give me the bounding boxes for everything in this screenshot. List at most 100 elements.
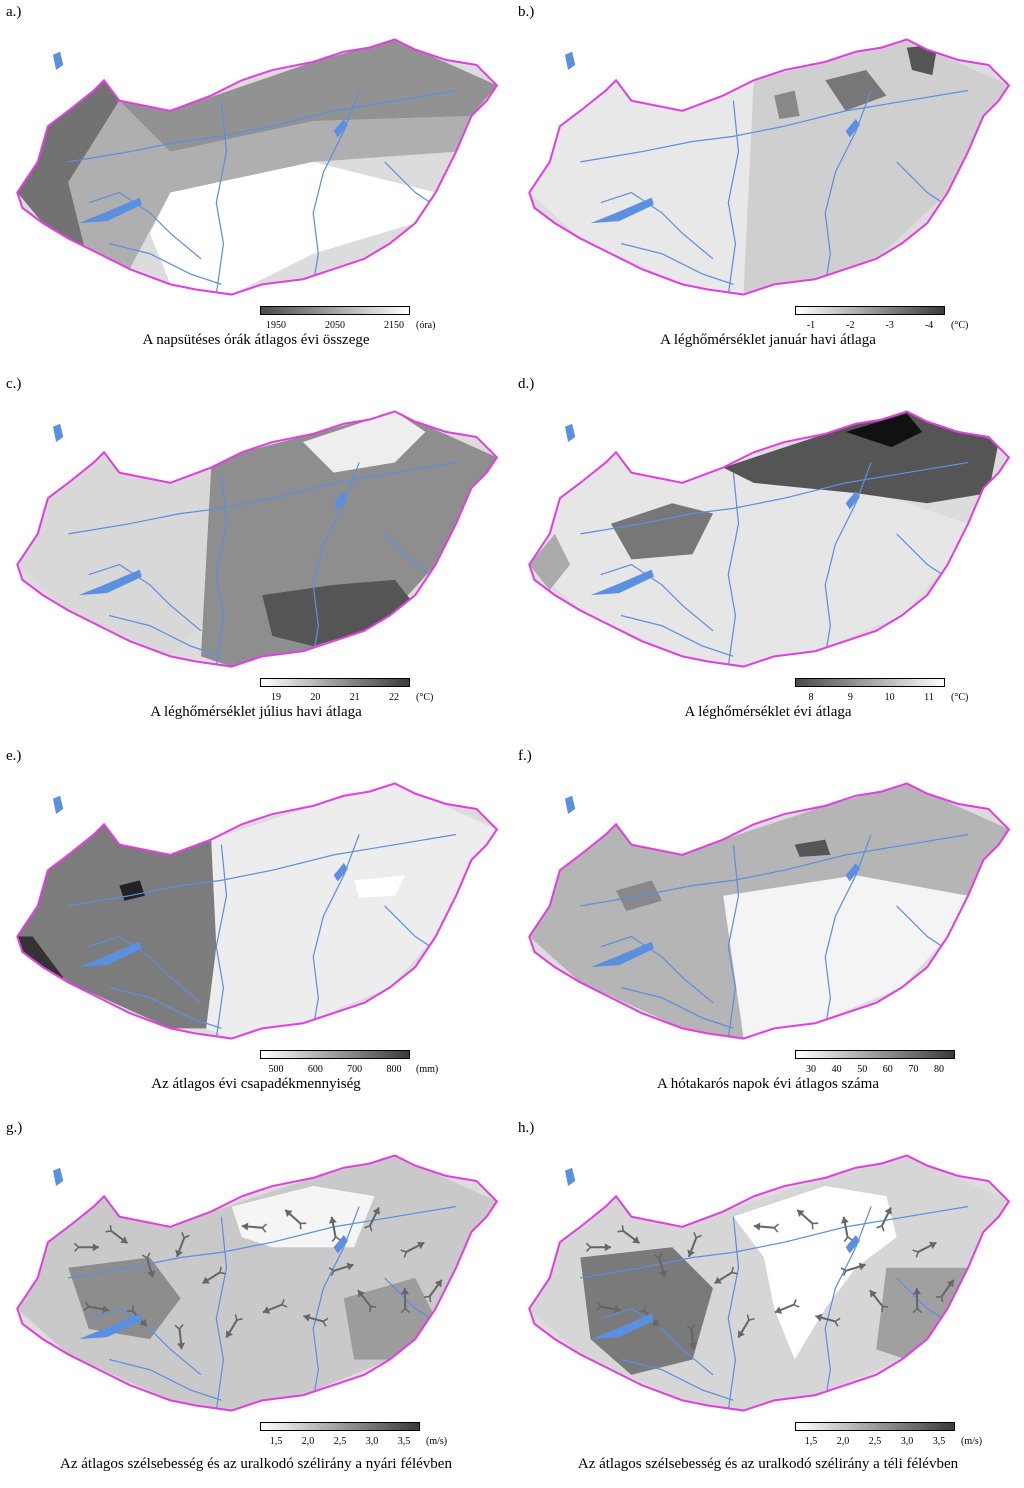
legend-tick-label: 700 xyxy=(347,1064,363,1075)
lake xyxy=(845,491,860,510)
legend-tick-label: -3 xyxy=(885,320,894,331)
panel-label: e.) xyxy=(6,748,22,764)
shading-zone xyxy=(354,875,406,898)
shading-zone xyxy=(206,783,497,1039)
river-line xyxy=(580,89,969,163)
river-line xyxy=(215,472,228,667)
wind-arrow xyxy=(175,1232,190,1258)
panel-caption: A napsütéses órák átlagos évi összege xyxy=(142,332,370,348)
country-border xyxy=(16,1154,499,1412)
map-panel-h: h.) 1,5 2,0 2,5 3,0 3,5 (m/s) Az átlagos szélse… xyxy=(512,1116,1024,1488)
lake xyxy=(78,941,142,968)
legend-tick-label: 9 xyxy=(847,692,853,703)
legend-tick-label: 1,5 xyxy=(269,1436,283,1447)
country-border xyxy=(528,1154,1011,1412)
legend-unit: (m/s) xyxy=(961,1436,983,1447)
river-line xyxy=(727,100,740,295)
map-panel-c: c.) 19 20 21 22 (°C) A léghőmérséklet július h… xyxy=(0,372,512,744)
legend-tick-label: 3,5 xyxy=(932,1436,946,1447)
river-line xyxy=(88,1307,202,1376)
shading-zone xyxy=(733,1186,897,1360)
legend-tick-label: 2150 xyxy=(384,320,404,331)
wind-arrow xyxy=(141,1252,156,1278)
legend-tick-label: 40 xyxy=(831,1064,842,1075)
legend-color-bar xyxy=(795,678,945,687)
legend-color-bar xyxy=(260,678,410,687)
wind-arrow xyxy=(796,1209,819,1230)
wind-arrow xyxy=(869,1289,889,1313)
wind-arrow xyxy=(912,1241,937,1258)
shading-zone xyxy=(906,44,938,76)
wind-arrow xyxy=(174,1324,186,1350)
wind-arrow xyxy=(423,1279,443,1303)
legend-tick-label: 21 xyxy=(349,692,360,703)
legend-tick-label: 2,0 xyxy=(836,1436,850,1447)
legend-tick-label: 1950 xyxy=(266,320,286,331)
river-line xyxy=(727,472,740,667)
lake xyxy=(845,863,860,882)
legend-unit: (óra) xyxy=(416,320,436,331)
river-line xyxy=(215,100,228,295)
legend-color-bar xyxy=(260,306,410,315)
wind-arrow xyxy=(357,1289,377,1313)
river-line xyxy=(580,833,969,907)
shading-zone xyxy=(610,503,713,560)
hungary-map xyxy=(528,1154,1011,1412)
map-panel-f: f.) 30 40 50 60 70 80 A hótakarós napok évi átl… xyxy=(512,744,1024,1116)
legend-tick-label: 2,0 xyxy=(301,1436,315,1447)
wind-arrow xyxy=(201,1266,226,1285)
lake xyxy=(333,1235,348,1254)
country-border xyxy=(528,410,1011,668)
wind-arrow xyxy=(225,1314,243,1339)
legend-color-bar xyxy=(260,1422,420,1431)
panel-caption: A hótakarós napok évi átlagos száma xyxy=(656,1076,880,1092)
map-panel-g: g.) 1,5 2,0 2,5 3,0 3,5 (m/s) Az átlagos szélse… xyxy=(0,1116,512,1488)
legend-unit: (mm) xyxy=(416,1064,439,1075)
lake xyxy=(78,1313,142,1340)
river-line xyxy=(600,1307,714,1376)
shading-zone xyxy=(17,80,120,264)
river-line xyxy=(600,563,714,632)
legend-tick-label: 600 xyxy=(307,1064,323,1075)
legend-tick-label: -4 xyxy=(924,320,934,331)
river-line xyxy=(108,242,222,285)
panel-label: b.) xyxy=(518,4,535,20)
shading-zone xyxy=(580,1247,713,1375)
river-line xyxy=(620,614,734,657)
panel-caption: Az átlagos szélsebesség és az uralkodó s… xyxy=(577,1456,959,1472)
hungary-map xyxy=(16,38,499,296)
shading-zone xyxy=(343,1277,436,1360)
wind-arrow xyxy=(83,1301,110,1314)
river-line xyxy=(68,89,457,163)
legend-tick-label: 60 xyxy=(882,1064,893,1075)
river-line xyxy=(108,614,222,657)
shading-zone xyxy=(119,880,145,901)
shading-zone xyxy=(303,411,426,473)
wind-arrow xyxy=(105,1225,129,1245)
wind-arrow xyxy=(595,1301,622,1314)
legend-tick-label: 8 xyxy=(808,692,814,703)
lake xyxy=(845,1235,860,1254)
legend-tick-label: 70 xyxy=(908,1064,919,1075)
hungary-map xyxy=(16,410,499,668)
legend-tick-label: 2050 xyxy=(325,320,345,331)
legend-tick-label: 10 xyxy=(884,692,895,703)
river-line xyxy=(620,242,734,285)
river-line xyxy=(68,461,457,535)
legend-tick-label: 80 xyxy=(934,1064,944,1075)
wind-arrow xyxy=(713,1266,738,1285)
lake xyxy=(590,569,654,596)
lake xyxy=(590,941,654,968)
wind-arrow xyxy=(364,1207,380,1232)
legend-color-bar xyxy=(260,1050,410,1059)
country-border xyxy=(528,782,1011,1040)
river-line xyxy=(108,986,222,1029)
hungary-map xyxy=(528,410,1011,668)
panel-label: h.) xyxy=(518,1120,535,1136)
wind-arrow xyxy=(284,1209,307,1230)
legend-color-bar xyxy=(795,1050,955,1059)
hungary-map xyxy=(528,782,1011,1040)
legend-tick-label: 19 xyxy=(271,692,281,703)
lake xyxy=(565,51,576,71)
panel-label: a.) xyxy=(6,4,22,20)
